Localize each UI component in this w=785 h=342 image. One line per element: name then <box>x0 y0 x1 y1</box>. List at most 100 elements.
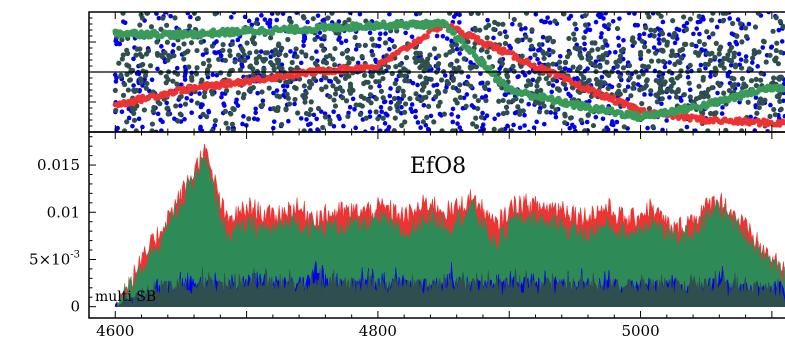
phase-point-blue <box>491 35 496 41</box>
phase-point-slate <box>199 77 205 83</box>
phase-point-slate <box>648 88 654 94</box>
phase-point-slate <box>287 17 293 23</box>
phase-point-slate <box>513 96 519 102</box>
phase-point-blue <box>339 40 344 46</box>
phase-point-slate <box>361 95 367 101</box>
phase-point-slate <box>216 56 222 62</box>
phase-point-slate <box>327 94 333 100</box>
phase-point-slate <box>511 68 517 74</box>
phase-point-slate <box>577 45 583 51</box>
phase-point-slate <box>275 42 282 49</box>
phase-point-slate <box>622 87 628 94</box>
phase-point-slate <box>175 118 181 124</box>
amplitude-ticks: 4600 4800 5000 0 5×10-3 0.01 0.015 <box>29 132 773 340</box>
phase-point-blue <box>212 50 217 55</box>
phase-point-slate <box>693 96 700 102</box>
phase-point-blue <box>155 111 161 117</box>
phase-point-slate <box>503 34 510 40</box>
phase-point-blue <box>210 72 216 78</box>
phase-point-slate <box>454 100 460 106</box>
phase-point-slate <box>194 100 201 106</box>
phase-point-blue <box>387 12 392 17</box>
phase-point-slate <box>600 56 606 62</box>
phase-point-slate <box>582 12 588 19</box>
phase-point-slate <box>269 61 275 68</box>
phase-point-blue <box>703 65 708 71</box>
phase-point-blue <box>530 77 536 83</box>
phase-point-slate <box>277 94 283 100</box>
phase-point-slate <box>182 101 189 107</box>
phase-point-slate <box>474 124 480 130</box>
phase-point-slate <box>400 88 406 94</box>
phase-point-slate <box>482 85 488 91</box>
phase-point-slate <box>566 35 572 42</box>
phase-point-slate <box>544 109 550 115</box>
phase-point-slate <box>155 52 161 58</box>
phase-point-slate <box>224 88 230 94</box>
phase-point-blue <box>587 98 592 104</box>
phase-point-blue <box>336 113 341 119</box>
phase-point-blue <box>667 95 672 100</box>
phase-point-blue <box>468 60 473 65</box>
phase-point-slate <box>137 46 143 52</box>
phase-point-blue <box>616 43 622 48</box>
phase-point-red <box>375 63 381 69</box>
phase-point-slate <box>449 42 455 48</box>
phase-point-slate <box>137 76 144 82</box>
phase-point-blue <box>184 95 190 101</box>
phase-point-blue <box>249 22 255 28</box>
phase-point-blue <box>286 118 291 124</box>
phase-point-slate <box>627 75 633 81</box>
phase-point-blue <box>377 128 383 132</box>
phase-point-blue <box>752 128 758 132</box>
phase-point-blue <box>613 128 619 132</box>
phase-point-blue <box>171 42 176 48</box>
phase-point-slate <box>149 121 155 127</box>
phase-point-blue <box>259 13 264 18</box>
phase-point-blue <box>182 77 188 82</box>
phase-point-slate <box>479 46 485 53</box>
phase-point-slate <box>597 79 604 85</box>
phase-point-blue <box>546 47 552 53</box>
phase-point-blue <box>523 26 528 31</box>
phase-point-slate <box>173 103 179 109</box>
phase-point-blue <box>638 56 643 61</box>
phase-point-slate <box>616 57 622 63</box>
phase-point-blue <box>153 12 159 16</box>
phase-point-slate <box>271 106 277 112</box>
phase-point-slate <box>484 35 490 41</box>
phase-point-slate <box>778 74 785 80</box>
amplitude-area-marks <box>114 143 785 308</box>
phase-point-slate <box>518 63 524 69</box>
phase-point-blue <box>553 114 559 120</box>
phase-point-green <box>481 60 487 66</box>
phase-point-slate <box>447 62 453 68</box>
phase-point-slate <box>639 101 645 107</box>
phase-point-slate <box>572 36 578 42</box>
phase-point-blue <box>314 49 319 54</box>
phase-point-slate <box>754 110 760 116</box>
phase-point-slate <box>303 52 309 58</box>
phase-point-slate <box>447 12 453 16</box>
phase-point-blue <box>352 107 357 112</box>
phase-point-slate <box>112 87 118 94</box>
phase-point-slate <box>606 22 612 28</box>
phase-point-slate <box>605 85 611 91</box>
phase-point-slate <box>431 119 437 125</box>
phase-point-slate <box>347 81 354 87</box>
phase-point-slate <box>148 24 155 30</box>
phase-point-slate <box>483 97 489 104</box>
phase-point-slate <box>346 73 352 79</box>
phase-point-slate <box>450 47 456 54</box>
phase-point-blue <box>545 15 550 20</box>
phase-point-blue <box>409 102 415 107</box>
phase-point-slate <box>246 116 252 122</box>
phase-point-slate <box>448 70 455 76</box>
phase-point-slate <box>249 36 255 43</box>
phase-point-red <box>388 56 394 62</box>
phase-point-blue <box>587 27 593 33</box>
phase-point-slate <box>643 78 650 84</box>
phase-point-slate <box>422 66 428 72</box>
phase-point-slate <box>301 83 307 89</box>
phase-point-red <box>134 98 140 104</box>
